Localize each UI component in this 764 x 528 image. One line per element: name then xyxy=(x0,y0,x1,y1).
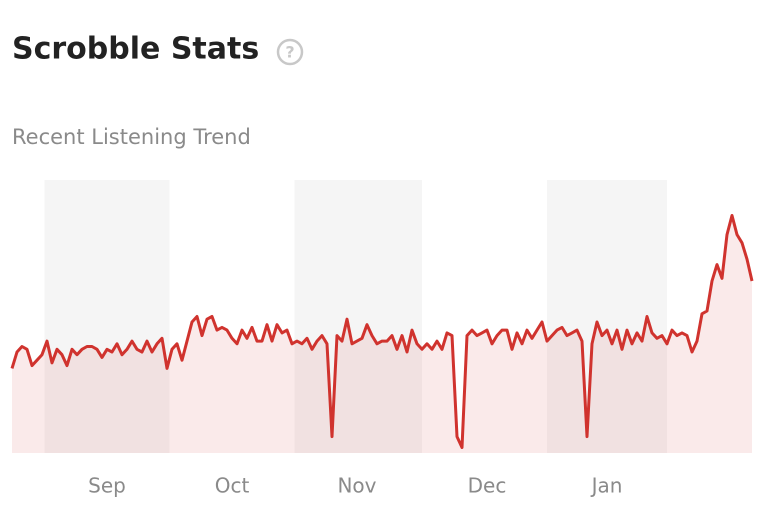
title: Scrobble Stats xyxy=(12,32,259,67)
x-tick-label: Jan xyxy=(590,474,623,498)
month-band xyxy=(294,180,422,453)
x-tick-label: Oct xyxy=(215,474,250,498)
svg-text:?: ? xyxy=(285,43,294,62)
line xyxy=(10,214,754,449)
x-tick-label: Dec xyxy=(468,474,507,498)
month-band xyxy=(44,180,170,453)
x-tick-label: Nov xyxy=(337,474,376,498)
x-tick-label: Sep xyxy=(88,474,126,498)
subtitle: Recent Listening Trend xyxy=(12,125,251,149)
help-icon[interactable]: ? xyxy=(276,38,304,66)
area xyxy=(12,215,752,453)
